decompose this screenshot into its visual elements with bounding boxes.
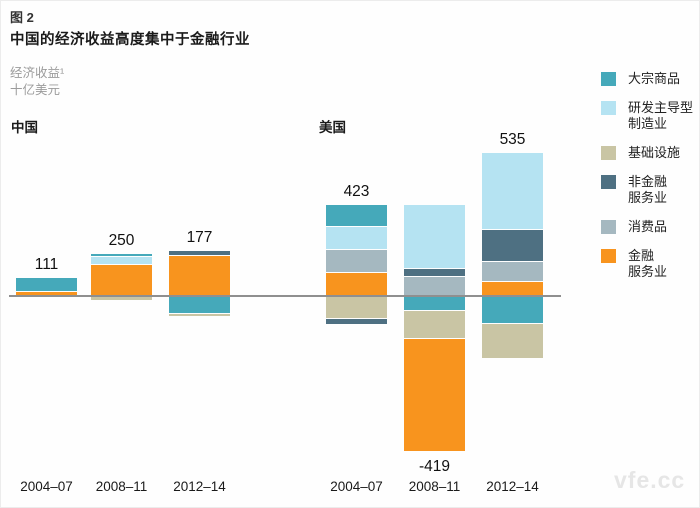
segment-rd_manufacturing <box>482 153 543 229</box>
x-axis-label: 2004–07 <box>20 479 73 494</box>
chart-group-label: 中国 <box>11 120 38 135</box>
zero-baseline <box>9 295 561 297</box>
x-axis-label: 2008–11 <box>408 479 461 494</box>
y-axis-note-line2: 十亿美元 <box>10 83 61 97</box>
bar-value-label: -419 <box>418 458 451 475</box>
segment-rd_manufacturing <box>404 205 465 268</box>
bar-negative-stack <box>404 297 465 451</box>
bar-negative-stack <box>326 297 387 324</box>
legend-label: 研发主导型 制造业 <box>628 100 694 131</box>
chart-legend: 大宗商品研发主导型 制造业基础设施非金融 服务业消费品金融 服务业 <box>601 71 697 293</box>
legend-swatch-rd_manufacturing <box>601 101 616 115</box>
segment-infrastructure <box>482 324 543 358</box>
legend-swatch-commodities <box>601 72 616 86</box>
bar-value-label: 177 <box>186 229 213 246</box>
segment-financial_services <box>326 273 387 296</box>
bar-positive-stack <box>326 205 387 296</box>
legend-label: 非金融 服务业 <box>628 174 668 205</box>
bar-positive-stack <box>16 278 77 296</box>
segment-nonfinancial_services <box>326 319 387 324</box>
bar-positive-stack <box>482 153 543 296</box>
segment-consumer_goods <box>326 250 387 272</box>
segment-commodities <box>404 297 465 310</box>
segment-infrastructure <box>404 311 465 338</box>
legend-item: 消费品 <box>601 219 697 235</box>
bar-value-label: 423 <box>343 183 370 200</box>
segment-financial_services <box>16 292 77 296</box>
segment-rd_manufacturing <box>326 227 387 249</box>
bar-positive-stack <box>91 254 152 296</box>
watermark: vfe.cc <box>614 467 686 493</box>
legend-label: 消费品 <box>628 219 668 234</box>
figure-number: 图 2 <box>10 10 34 25</box>
bar-positive-stack <box>404 205 465 296</box>
y-axis-unit-note: 经济收益¹ 十亿美元 <box>10 65 64 99</box>
x-axis-label: 2004–07 <box>330 479 383 494</box>
legend-item: 基础设施 <box>601 145 697 161</box>
y-axis-note-line1: 经济收益¹ <box>10 66 65 80</box>
legend-label: 基础设施 <box>628 145 681 160</box>
legend-item: 金融 服务业 <box>601 248 697 280</box>
legend-swatch-infrastructure <box>601 146 616 160</box>
x-axis-label: 2012–14 <box>173 479 226 494</box>
legend-swatch-nonfinancial_services <box>601 175 616 189</box>
segment-nonfinancial_services <box>404 269 465 276</box>
legend-label: 金融 服务业 <box>628 248 668 279</box>
bar-negative-stack <box>91 297 152 300</box>
segment-financial_services <box>482 282 543 296</box>
bar-value-label: 535 <box>499 131 526 148</box>
segment-consumer_goods <box>482 262 543 281</box>
segment-financial_services <box>91 265 152 296</box>
x-axis-label: 2008–11 <box>95 479 148 494</box>
segment-nonfinancial_services <box>169 251 230 255</box>
chart-group-label: 美国 <box>319 120 346 135</box>
legend-swatch-financial_services <box>601 249 616 263</box>
segment-nonfinancial_services <box>482 230 543 261</box>
x-axis-label: 2012–14 <box>486 479 539 494</box>
segment-commodities <box>91 254 152 256</box>
legend-item: 大宗商品 <box>601 71 697 87</box>
bar-negative-stack <box>169 297 230 316</box>
segment-infrastructure <box>326 297 387 318</box>
segment-consumer_goods <box>404 277 465 296</box>
figure-title: 中国的经济收益高度集中于金融行业 <box>10 32 250 48</box>
legend-label: 大宗商品 <box>628 71 681 86</box>
segment-commodities <box>16 278 77 291</box>
segment-financial_services <box>404 339 465 451</box>
segment-commodities <box>482 297 543 323</box>
segment-rd_manufacturing <box>91 257 152 264</box>
bar-value-label: 250 <box>108 232 135 249</box>
segment-commodities <box>326 205 387 226</box>
segment-commodities <box>169 297 230 313</box>
bar-value-label: 111 <box>34 256 59 273</box>
segment-financial_services <box>169 256 230 296</box>
legend-swatch-consumer_goods <box>601 220 616 234</box>
segment-infrastructure <box>91 297 152 300</box>
bar-positive-stack <box>169 251 230 296</box>
segment-infrastructure <box>169 314 230 316</box>
bar-negative-stack <box>482 297 543 358</box>
legend-item: 研发主导型 制造业 <box>601 100 697 132</box>
legend-item: 非金融 服务业 <box>601 174 697 206</box>
